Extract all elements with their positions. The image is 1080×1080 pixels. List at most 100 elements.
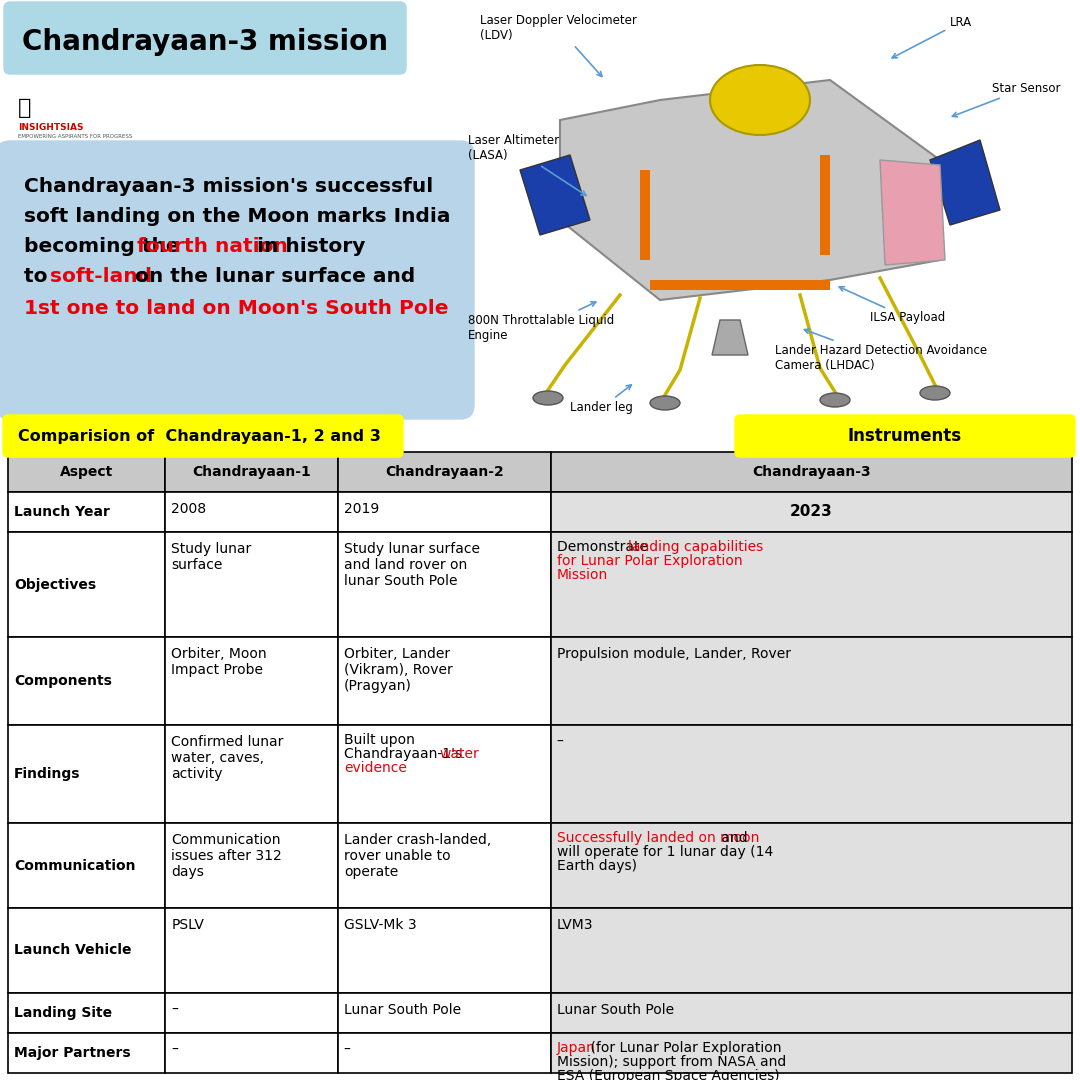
Text: Propulsion module, Lander, Rover: Propulsion module, Lander, Rover [556,647,791,661]
Text: fourth nation: fourth nation [137,237,288,256]
Text: Objectives: Objectives [14,578,96,592]
Text: on the lunar surface and: on the lunar surface and [129,267,416,285]
Text: soft landing on the Moon marks India: soft landing on the Moon marks India [24,206,450,226]
Bar [820,156,831,255]
Bar [165,637,338,725]
Text: EMPOWERING ASPIRANTS FOR PROGRESS: EMPOWERING ASPIRANTS FOR PROGRESS [18,135,133,139]
Text: Chandrayaan-3: Chandrayaan-3 [752,465,870,480]
Text: for Lunar Polar Exploration: for Lunar Polar Exploration [556,554,742,568]
Text: Study lunar
surface: Study lunar surface [172,542,252,572]
Bar [551,993,1072,1032]
Ellipse shape [820,393,850,407]
Text: Components: Components [14,674,112,688]
Text: Demonstrate: Demonstrate [556,540,652,554]
Polygon shape [519,156,590,235]
Ellipse shape [534,391,563,405]
Text: ILSA Payload: ILSA Payload [839,286,945,324]
Text: –: – [556,735,564,750]
Text: and: and [717,831,748,845]
Bar [165,1032,338,1074]
Bar [165,453,338,492]
Bar [8,1032,165,1074]
Text: GSLV-Mk 3: GSLV-Mk 3 [343,918,417,932]
Text: (for Lunar Polar Exploration: (for Lunar Polar Exploration [586,1041,782,1055]
Text: Mission); support from NASA and: Mission); support from NASA and [556,1055,786,1069]
Text: 800N Throttalable Liquid
Engine: 800N Throttalable Liquid Engine [468,302,615,342]
Text: Mission: Mission [556,568,608,582]
Text: Comparision of  Chandrayaan-1, 2 and 3: Comparision of Chandrayaan-1, 2 and 3 [18,429,381,444]
Text: Lander crash-landed,
rover unable to
operate: Lander crash-landed, rover unable to ope… [343,833,491,879]
Bar [640,170,650,260]
Bar [8,453,165,492]
Bar [551,637,1072,725]
Polygon shape [880,160,945,265]
Text: Chandrayaan-3 mission: Chandrayaan-3 mission [22,28,388,56]
Bar [8,492,165,532]
Bar [338,993,551,1032]
Bar [8,532,165,637]
Text: Study lunar surface
and land rover on
lunar South Pole: Study lunar surface and land rover on lu… [343,542,480,589]
Bar [551,1032,1072,1074]
Text: Communication: Communication [14,859,135,873]
Text: LVM3: LVM3 [556,918,593,932]
Text: Orbiter, Moon
Impact Probe: Orbiter, Moon Impact Probe [172,647,267,677]
Text: 1st one to land on Moon's South Pole: 1st one to land on Moon's South Pole [24,298,448,318]
Text: Instruments: Instruments [848,427,962,445]
Text: in history: in history [251,237,365,256]
Text: LRA: LRA [892,15,972,58]
Bar [338,725,551,823]
Text: Lander leg: Lander leg [570,384,633,415]
Bar [8,908,165,993]
Text: 2023: 2023 [789,504,833,519]
Bar [551,725,1072,823]
Text: landing capabilities: landing capabilities [629,540,764,554]
Text: Chandrayaan-3 mission's successful: Chandrayaan-3 mission's successful [24,176,433,195]
Bar [165,725,338,823]
Polygon shape [712,320,748,355]
Bar [338,1032,551,1074]
Text: Star Sensor: Star Sensor [953,81,1061,117]
Bar [8,993,165,1032]
Text: will operate for 1 lunar day (14: will operate for 1 lunar day (14 [556,845,773,859]
Bar [165,993,338,1032]
Text: Chandrayaan-1: Chandrayaan-1 [192,465,311,480]
Text: Laser Doppler Velocimeter
(LDV): Laser Doppler Velocimeter (LDV) [480,14,637,77]
Text: –: – [343,1043,351,1057]
Text: –: – [172,1003,178,1017]
Text: 📕: 📕 [18,98,31,118]
Text: 2019: 2019 [343,502,379,516]
Text: ESA (European Space Agencies): ESA (European Space Agencies) [556,1068,780,1080]
Ellipse shape [710,65,810,135]
Bar [551,492,1072,532]
Bar [8,637,165,725]
Bar [650,280,831,291]
Polygon shape [930,140,1000,225]
Text: Successfully landed on moon: Successfully landed on moon [556,831,759,845]
Text: 2008: 2008 [172,502,206,516]
Bar [460,0,1080,415]
FancyBboxPatch shape [4,2,406,75]
Text: Lander Hazard Detection Avoidance
Camera (LHDAC): Lander Hazard Detection Avoidance Camera… [775,329,987,372]
Text: water: water [440,746,478,760]
Bar [165,908,338,993]
Text: becoming the: becoming the [24,237,187,256]
FancyBboxPatch shape [3,415,403,457]
Text: Launch Vehicle: Launch Vehicle [14,944,132,958]
Text: INSIGHTSIAS: INSIGHTSIAS [18,123,83,133]
Text: Earth days): Earth days) [556,859,636,873]
Text: Communication
issues after 312
days: Communication issues after 312 days [172,833,282,879]
Bar [165,823,338,908]
Text: to: to [24,267,54,285]
Bar [8,823,165,908]
Text: Lunar South Pole: Lunar South Pole [343,1003,461,1017]
Bar [338,492,551,532]
Text: Lunar South Pole: Lunar South Pole [556,1003,674,1017]
Text: Landing Site: Landing Site [14,1005,112,1020]
Text: Findings: Findings [14,767,81,781]
Bar [338,908,551,993]
Bar [551,823,1072,908]
Text: Chandrayaan-2: Chandrayaan-2 [384,465,503,480]
Text: Japan: Japan [556,1041,595,1055]
Text: Orbiter, Lander
(Vikram), Rover
(Pragyan): Orbiter, Lander (Vikram), Rover (Pragyan… [343,647,453,693]
Text: soft-land: soft-land [50,267,152,285]
